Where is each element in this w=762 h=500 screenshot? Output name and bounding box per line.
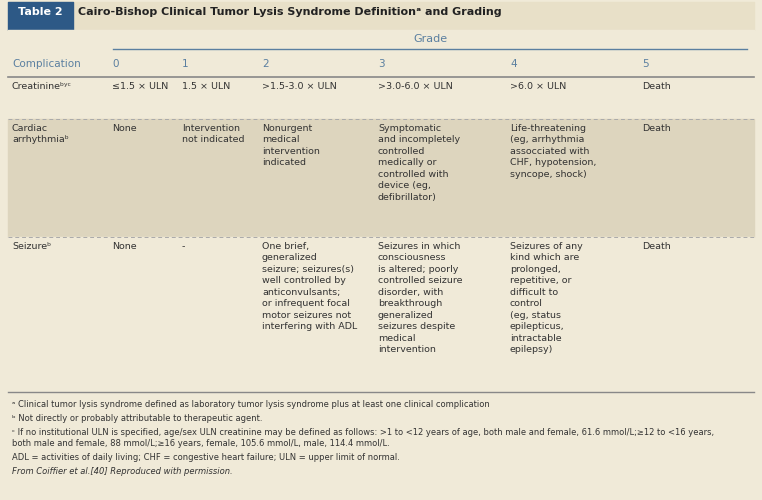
Text: Symptomatic
and incompletely
controlled
medically or
controlled with
device (eg,: Symptomatic and incompletely controlled … bbox=[378, 124, 460, 202]
Text: 3: 3 bbox=[378, 59, 385, 69]
Text: >3.0-6.0 × ULN: >3.0-6.0 × ULN bbox=[378, 82, 453, 91]
Text: Death: Death bbox=[642, 82, 671, 91]
Text: Cardiac
arrhythmiaᵇ: Cardiac arrhythmiaᵇ bbox=[12, 124, 69, 144]
Text: Nonurgent
medical
intervention
indicated: Nonurgent medical intervention indicated bbox=[262, 124, 320, 168]
Text: ᵇ Not directly or probably attributable to therapeutic agent.: ᵇ Not directly or probably attributable … bbox=[12, 414, 262, 423]
Text: ≤1.5 × ULN: ≤1.5 × ULN bbox=[112, 82, 168, 91]
Text: Seizureᵇ: Seizureᵇ bbox=[12, 242, 51, 251]
Text: 1.5 × ULN: 1.5 × ULN bbox=[182, 82, 230, 91]
Text: 5: 5 bbox=[642, 59, 648, 69]
Text: Life-threatening
(eg, arrhythmia
assocciated with
CHF, hypotension,
syncope, sho: Life-threatening (eg, arrhythmia assocci… bbox=[510, 124, 597, 179]
Text: ᶜ If no institutional ULN is specified, age/sex ULN creatinine may be defined as: ᶜ If no institutional ULN is specified, … bbox=[12, 428, 714, 448]
Text: None: None bbox=[112, 124, 136, 133]
Text: One brief,
generalized
seizure; seizures(s)
well controlled by
anticonvulsants;
: One brief, generalized seizure; seizures… bbox=[262, 242, 357, 331]
Text: Seizures in which
consciousness
is altered; poorly
controlled seizure
disorder, : Seizures in which consciousness is alter… bbox=[378, 242, 463, 354]
Text: -: - bbox=[182, 242, 185, 251]
Text: ᵃ Clinical tumor lysis syndrome defined as laboratory tumor lysis syndrome plus : ᵃ Clinical tumor lysis syndrome defined … bbox=[12, 400, 490, 409]
Text: Seizures of any
kind which are
prolonged,
repetitive, or
difficult to
control
(e: Seizures of any kind which are prolonged… bbox=[510, 242, 583, 354]
Text: >6.0 × ULN: >6.0 × ULN bbox=[510, 82, 566, 91]
Text: Death: Death bbox=[642, 242, 671, 251]
Text: Grade: Grade bbox=[413, 34, 447, 44]
Text: Cairo-Bishop Clinical Tumor Lysis Syndrome Definitionᵃ and Grading: Cairo-Bishop Clinical Tumor Lysis Syndro… bbox=[78, 7, 501, 17]
Text: Creatinineᵇʸᶜ: Creatinineᵇʸᶜ bbox=[12, 82, 72, 91]
Text: 1: 1 bbox=[182, 59, 189, 69]
Text: 4: 4 bbox=[510, 59, 517, 69]
Text: Intervention
not indicated: Intervention not indicated bbox=[182, 124, 245, 144]
Text: Table 2: Table 2 bbox=[18, 7, 62, 17]
Text: 2: 2 bbox=[262, 59, 269, 69]
Text: >1.5-3.0 × ULN: >1.5-3.0 × ULN bbox=[262, 82, 337, 91]
Text: Death: Death bbox=[642, 124, 671, 133]
Text: None: None bbox=[112, 242, 136, 251]
Text: From Coiffier et al.[40] Reproduced with permission.: From Coiffier et al.[40] Reproduced with… bbox=[12, 467, 232, 476]
Text: Complication: Complication bbox=[12, 59, 81, 69]
Text: ADL = activities of daily living; CHF = congestive heart failure; ULN = upper li: ADL = activities of daily living; CHF = … bbox=[12, 453, 400, 462]
Text: 0: 0 bbox=[112, 59, 119, 69]
